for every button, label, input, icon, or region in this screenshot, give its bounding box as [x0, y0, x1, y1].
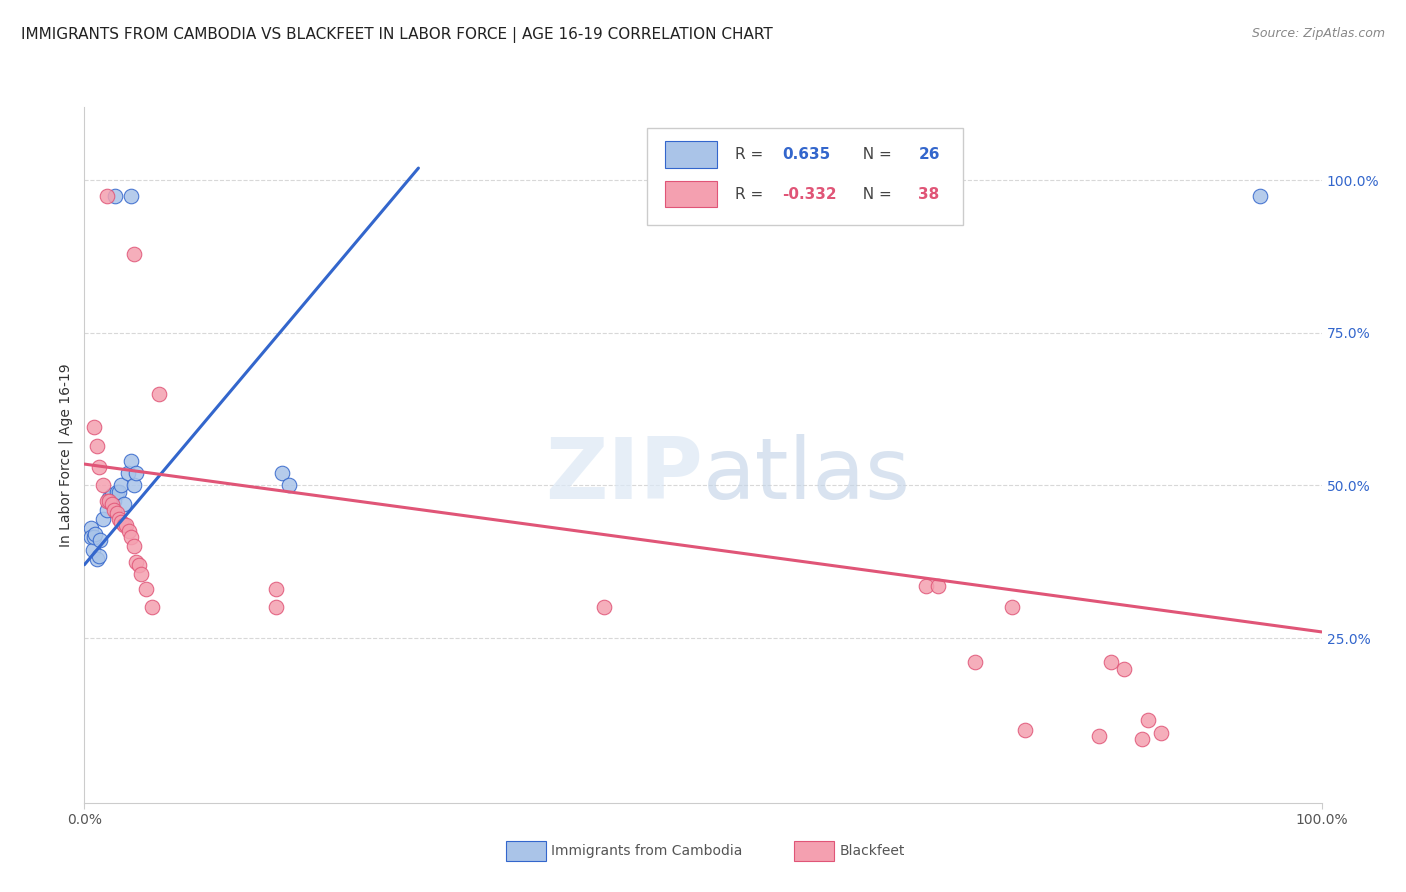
Point: [122, 246, 145, 260]
Point: [1014, 723, 1036, 737]
Point: [110, 478, 132, 492]
Point: [148, 387, 170, 401]
Text: ZIP: ZIP: [546, 434, 703, 517]
Point: [264, 600, 287, 615]
Point: [264, 582, 287, 597]
Y-axis label: In Labor Force | Age 16-19: In Labor Force | Age 16-19: [59, 363, 73, 547]
Point: [120, 188, 142, 202]
Point: [128, 558, 150, 572]
Point: [98, 493, 121, 508]
Point: [277, 478, 299, 492]
Text: N =: N =: [852, 147, 897, 161]
Point: [100, 497, 122, 511]
Text: Source: ZipAtlas.com: Source: ZipAtlas.com: [1251, 27, 1385, 40]
Point: [96, 503, 118, 517]
Point: [118, 524, 141, 539]
Point: [965, 656, 987, 670]
Point: [141, 600, 163, 615]
Point: [96, 493, 118, 508]
Text: 38: 38: [918, 186, 939, 202]
Point: [1249, 188, 1271, 202]
Text: R =: R =: [735, 186, 768, 202]
Point: [86, 439, 108, 453]
FancyBboxPatch shape: [647, 128, 963, 226]
Text: atlas: atlas: [703, 434, 911, 517]
Text: 0.635: 0.635: [782, 147, 831, 161]
Point: [1001, 600, 1024, 615]
Point: [1150, 725, 1173, 739]
Point: [927, 579, 949, 593]
Text: Immigrants from Cambodia: Immigrants from Cambodia: [551, 844, 742, 858]
Point: [86, 551, 108, 566]
Point: [91, 512, 114, 526]
Text: IMMIGRANTS FROM CAMBODIA VS BLACKFEET IN LABOR FORCE | AGE 16-19 CORRELATION CHA: IMMIGRANTS FROM CAMBODIA VS BLACKFEET IN…: [21, 27, 773, 43]
Text: -0.332: -0.332: [782, 186, 837, 202]
Point: [1099, 656, 1122, 670]
Point: [84, 527, 107, 541]
Point: [105, 506, 128, 520]
Bar: [665, 181, 717, 207]
Point: [120, 454, 142, 468]
Point: [122, 478, 145, 492]
Text: N =: N =: [852, 186, 897, 202]
Point: [100, 487, 122, 501]
Point: [89, 460, 111, 475]
Point: [103, 503, 125, 517]
Point: [110, 515, 132, 529]
Text: Blackfeet: Blackfeet: [839, 844, 904, 858]
Point: [108, 484, 131, 499]
Text: R =: R =: [735, 147, 768, 161]
Point: [125, 555, 148, 569]
Text: 26: 26: [918, 147, 939, 161]
Point: [104, 188, 127, 202]
Point: [593, 600, 616, 615]
Point: [112, 497, 135, 511]
Point: [1130, 731, 1153, 746]
Point: [83, 530, 105, 544]
Point: [1088, 729, 1111, 743]
Point: [89, 549, 111, 563]
Point: [96, 188, 118, 202]
Point: [105, 484, 128, 499]
Point: [82, 542, 104, 557]
Point: [117, 467, 139, 481]
Point: [135, 582, 157, 597]
Point: [89, 533, 111, 548]
Point: [91, 478, 114, 492]
Point: [271, 467, 294, 481]
Point: [83, 420, 105, 434]
Point: [122, 540, 145, 554]
Point: [125, 467, 148, 481]
Bar: [665, 141, 717, 168]
Point: [914, 579, 936, 593]
Point: [98, 491, 121, 505]
Point: [112, 518, 135, 533]
Point: [79, 530, 101, 544]
Point: [120, 530, 142, 544]
Point: [129, 566, 152, 581]
Point: [1112, 661, 1135, 675]
Point: [108, 512, 131, 526]
Point: [103, 493, 125, 508]
Point: [1137, 714, 1160, 728]
Point: [79, 521, 101, 535]
Point: [115, 518, 138, 533]
